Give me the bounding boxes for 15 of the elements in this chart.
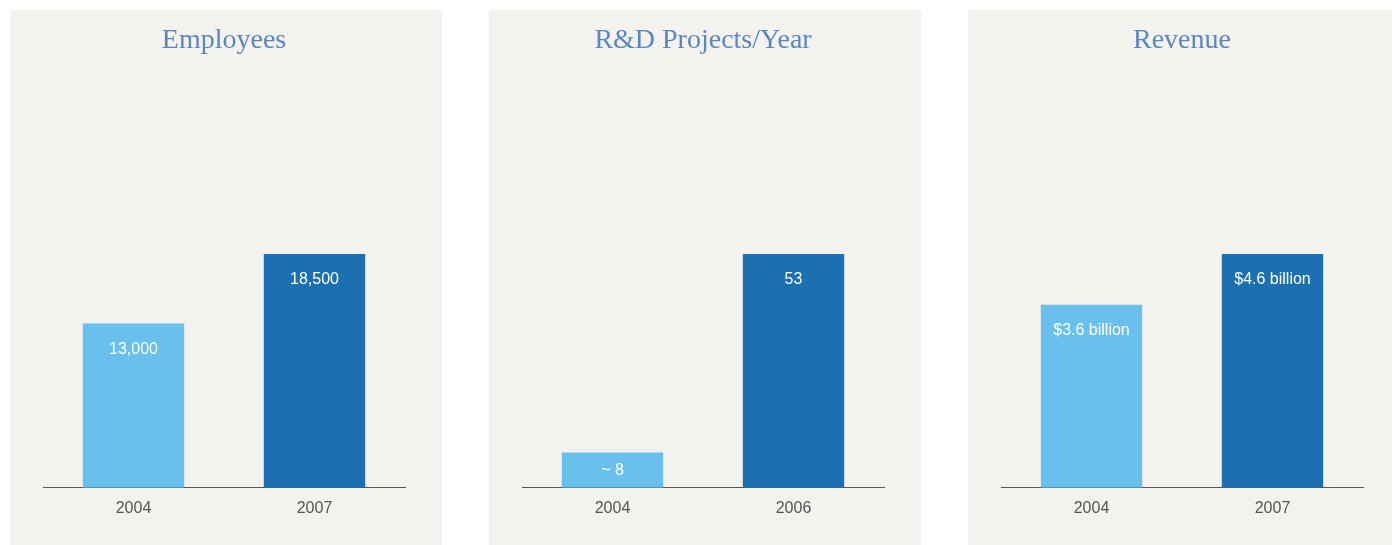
chart-title: R&D Projects/Year [594,23,813,55]
x-tick-label: 2006 [775,498,812,516]
data-label: 53 [784,270,803,288]
data-label: ~ 8 [601,460,624,478]
data-label: $4.6 billion [1234,270,1311,288]
x-tick-label: 2007 [296,498,333,516]
chart-title: Employees [161,23,287,55]
x-tick-label: 2004 [594,498,631,516]
data-label: 18,500 [290,270,340,288]
x-tick-label: 2004 [1073,498,1110,516]
chart-title: Revenue [1133,23,1231,55]
data-label: $3.6 billion [1053,321,1130,339]
x-tick-label: 2007 [1254,498,1291,516]
data-label: 13,000 [109,339,159,357]
x-tick-label: 2004 [115,498,152,516]
